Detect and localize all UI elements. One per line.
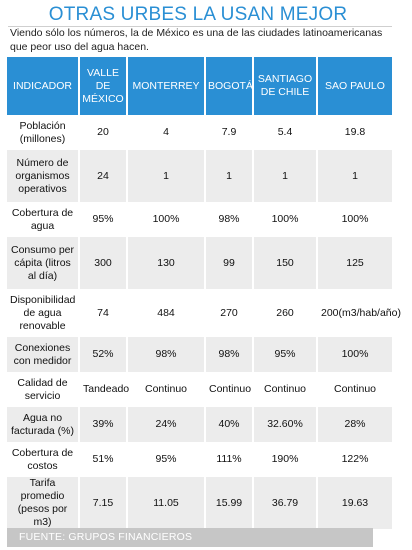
table-cell: 51% <box>79 442 128 477</box>
table-cell: 98% <box>127 337 206 372</box>
table-cell: 74 <box>79 289 128 337</box>
column-header-monterrey: MONTERREY <box>127 57 206 115</box>
table-row: Calidad de servicio Tandeado Continuo Co… <box>7 372 392 407</box>
row-label: Cobertura de agua <box>7 202 80 237</box>
table-cell: 100% <box>127 202 206 237</box>
table-cell: 11.05 <box>127 477 206 529</box>
table-cell: 1 <box>127 150 206 202</box>
table-cell: 1 <box>317 150 392 202</box>
table-cell: 100% <box>317 337 392 372</box>
table-cell: 7.15 <box>79 477 128 529</box>
column-header-valle-de-mexico: VALLE DE MÉXICO <box>79 57 128 115</box>
row-label: Agua no facturada (%) <box>7 407 80 442</box>
table-cell: 190% <box>253 442 318 477</box>
row-label: Consumo per cápita (litros al día) <box>7 237 80 289</box>
table-cell: 5.4 <box>253 115 318 150</box>
water-indicators-table: INDICADOR VALLE DE MÉXICO MONTERREY BOGO… <box>7 57 401 529</box>
column-header-bogota: BOGOTÁ <box>205 57 254 115</box>
table-cell: 52% <box>79 337 128 372</box>
table-cell: 260 <box>253 289 318 337</box>
table-cell: 15.99 <box>205 477 254 529</box>
row-label: Número de organismos operativos <box>7 150 80 202</box>
table-cell: 111% <box>205 442 254 477</box>
table-cell: 24% <box>127 407 206 442</box>
table-cell: 20 <box>79 115 128 150</box>
table-cell: Tandeado <box>79 372 129 407</box>
source-footer: FUENTE: GRUPOS FINANCIEROS <box>7 528 373 547</box>
table-cell: 98% <box>205 202 254 237</box>
row-label: Población (millones) <box>7 115 80 150</box>
row-label: Conexiones con medidor <box>7 337 80 372</box>
table-cell: 98% <box>205 337 254 372</box>
table-cell: Continuo <box>317 372 392 407</box>
column-header-santiago-de-chile: SANTIAGO DE CHILE <box>253 57 318 115</box>
table-row: Conexiones con medidor 52% 98% 98% 95% 1… <box>7 337 392 372</box>
table-row: Cobertura de agua 95% 100% 98% 100% 100% <box>7 202 392 237</box>
table-cell: 100% <box>317 202 392 237</box>
table-cell: 40% <box>205 407 254 442</box>
table-cell: 484 <box>127 289 206 337</box>
row-label: Disponibilidad de agua renovable <box>7 289 80 337</box>
table-cell: 4 <box>127 115 206 150</box>
table-cell: 28% <box>317 407 392 442</box>
table-cell: 7.9 <box>205 115 254 150</box>
table-cell: 32.60% <box>253 407 318 442</box>
page-title: OTRAS URBES LA USAN MEJOR <box>48 4 348 25</box>
column-header-indicador: INDICADOR <box>7 57 80 115</box>
table-cell: 300 <box>79 237 128 289</box>
table-cell: 99 <box>205 237 254 289</box>
table-cell: 130 <box>127 237 206 289</box>
table-row: Número de organismos operativos 24 1 1 1… <box>7 150 392 202</box>
table-header-row: INDICADOR VALLE DE MÉXICO MONTERREY BOGO… <box>7 57 392 115</box>
table-cell: 1 <box>253 150 318 202</box>
table-cell: 100% <box>253 202 318 237</box>
table-cell: 200(m3/hab/año) <box>317 289 401 337</box>
table-cell: 125 <box>317 237 392 289</box>
table-cell: 95% <box>127 442 206 477</box>
table-cell: 19.63 <box>317 477 392 529</box>
table-cell: 39% <box>79 407 128 442</box>
table-cell: Continuo <box>205 372 254 407</box>
table-cell: Continuo <box>253 372 318 407</box>
table-cell: 36.79 <box>253 477 318 529</box>
table-row: Consumo per cápita (litros al día) 300 1… <box>7 237 392 289</box>
table-cell: 95% <box>253 337 318 372</box>
table-cell: 19.8 <box>317 115 392 150</box>
row-label: Tarifa promedio (pesos por m3) <box>7 477 80 529</box>
row-label: Calidad de servicio <box>7 372 80 407</box>
title-divider <box>8 26 392 27</box>
table-row: Tarifa promedio (pesos por m3) 7.15 11.0… <box>7 477 392 529</box>
table-cell: Continuo <box>127 372 206 407</box>
table-cell: 1 <box>205 150 254 202</box>
table-cell: 270 <box>205 289 254 337</box>
subtitle: Viendo sólo los números, la de México es… <box>10 27 383 53</box>
table-row: Disponibilidad de agua renovable 74 484 … <box>7 289 401 337</box>
table-cell: 95% <box>79 202 128 237</box>
table-row: Agua no facturada (%) 39% 24% 40% 32.60%… <box>7 407 392 442</box>
table-row: Cobertura de costos 51% 95% 111% 190% 12… <box>7 442 392 477</box>
table-cell: 150 <box>253 237 318 289</box>
table-row: Población (millones) 20 4 7.9 5.4 19.8 <box>7 115 392 150</box>
table-cell: 122% <box>317 442 392 477</box>
table-cell: 24 <box>79 150 128 202</box>
column-header-sao-paulo: SAO PAULO <box>317 57 392 115</box>
row-label: Cobertura de costos <box>7 442 80 477</box>
